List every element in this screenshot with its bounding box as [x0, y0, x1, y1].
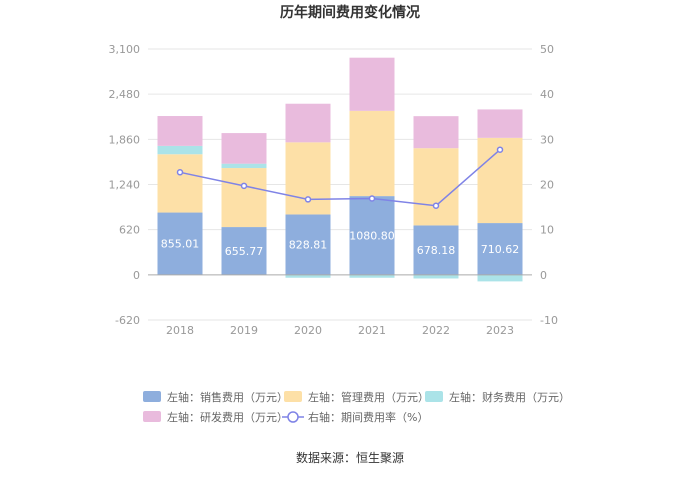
x-tick-label: 2018: [166, 324, 194, 337]
chart-title: 历年期间费用变化情况: [280, 4, 420, 21]
rate-point: [176, 169, 184, 176]
legend-label: 左轴：研发费用（万元）: [167, 410, 288, 424]
bar-segment: [221, 227, 267, 275]
bar-segment: [349, 110, 395, 197]
bar-value-label: 678.18: [417, 244, 456, 257]
bar-segment: [157, 212, 203, 275]
data-source: 数据来源：恒生聚源: [296, 450, 404, 465]
legend: 左轴：销售费用（万元） 左轴：管理费用（万元） 左轴：财务费用（万元） 左轴：研发费用…: [143, 390, 570, 424]
left-tick-label: 0: [133, 269, 140, 282]
x-tick-label: 2021: [358, 324, 386, 337]
bar-segment: [285, 214, 331, 275]
left-tick-label: 1,860: [109, 133, 141, 146]
bar-segment: [477, 109, 523, 138]
rate-line-path: [179, 149, 501, 207]
legend-swatch: [425, 391, 443, 402]
bar-segment: [413, 148, 459, 226]
right-tick-label: 20: [540, 179, 554, 192]
axis-labels: 3,100 2,480 1,860 1,240 620 0 -620 50 40 30 20 10 0 -…: [109, 43, 558, 337]
left-tick-label: 2,480: [109, 88, 141, 101]
bar-segment: [413, 225, 459, 275]
legend-label: 左轴：管理费用（万元）: [308, 390, 429, 404]
bar-value-label: 828.81: [289, 239, 328, 252]
bar-segment: [157, 145, 203, 155]
bar-segment: [221, 133, 267, 164]
bar-segment: [285, 103, 331, 143]
legend-swatch: [284, 391, 302, 402]
bar-segment: [157, 116, 203, 146]
bar-segment: [221, 168, 267, 228]
x-tick-label: 2020: [294, 324, 322, 337]
right-tick-label: 50: [540, 43, 554, 56]
left-tick-label: -620: [115, 314, 140, 327]
left-tick-label: 620: [119, 224, 140, 237]
x-tick-label: 2022: [422, 324, 450, 337]
rate-point: [240, 182, 248, 190]
rate-point: [432, 202, 440, 209]
legend-label: 右轴：期间费用率（%）: [308, 410, 428, 424]
right-tick-label: 10: [540, 224, 554, 237]
right-tick-label: 30: [540, 133, 554, 146]
legend-label: 左轴：销售费用（万元）: [167, 390, 288, 404]
bar-value-label: 855.01: [161, 238, 200, 251]
right-tick-label: -10: [540, 314, 558, 327]
bar-marks: 855.01 655.77 828.81 1080.80 678.18 710.62: [157, 57, 523, 282]
grid-lines: [148, 48, 532, 321]
bar-segment: [349, 196, 395, 275]
legend-swatch: [143, 391, 161, 402]
bar-segment: [349, 57, 395, 111]
rate-line: [176, 146, 504, 209]
bar-segment: [157, 154, 203, 213]
bar-value-label: 655.77: [225, 245, 264, 258]
bar-segment: [477, 223, 523, 275]
legend-label: 左轴：财务费用（万元）: [449, 390, 570, 404]
right-tick-label: 0: [540, 269, 547, 282]
bar-segment: [221, 163, 267, 169]
bar-segment: [477, 274, 523, 282]
x-tick-label: 2023: [486, 324, 514, 337]
right-tick-label: 40: [540, 88, 554, 101]
bar-value-label: 1080.80: [349, 229, 395, 242]
bar-segment: [285, 142, 331, 215]
bar-segment: [413, 116, 459, 149]
rate-point: [368, 195, 376, 202]
left-tick-label: 1,240: [109, 179, 141, 192]
bar-segment: [413, 274, 459, 279]
bar-segment: [285, 274, 331, 278]
legend-marker: [287, 411, 299, 423]
x-tick-label: 2019: [230, 324, 258, 337]
left-tick-label: 3,100: [109, 43, 141, 56]
bar-value-label: 710.62: [481, 243, 520, 256]
legend-swatch: [143, 411, 161, 422]
rate-point: [496, 146, 504, 153]
bar-segment: [349, 274, 395, 278]
rate-point: [304, 196, 312, 203]
